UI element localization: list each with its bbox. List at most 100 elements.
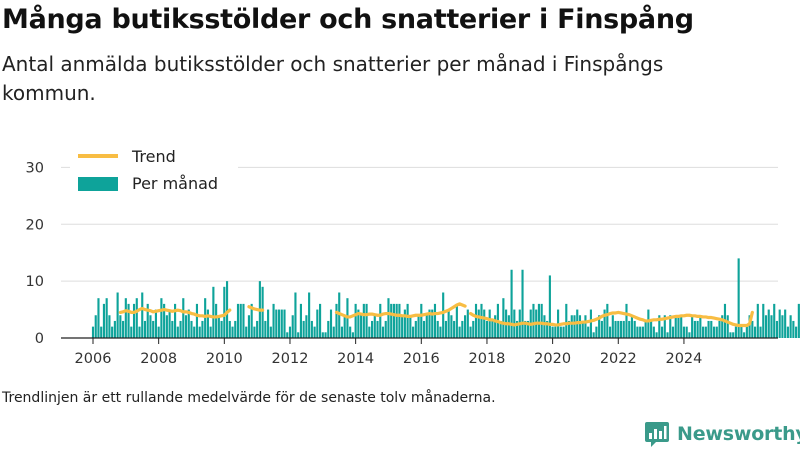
bar xyxy=(228,320,231,338)
bar xyxy=(376,320,379,338)
bar xyxy=(712,326,716,339)
bar xyxy=(589,309,592,338)
bar xyxy=(256,320,259,338)
bar xyxy=(515,320,519,338)
legend-trend-label: Trend xyxy=(131,147,176,166)
chart-subtitle: Antal anmälda butiksstölder och snatteri… xyxy=(2,52,664,105)
bar xyxy=(696,320,699,338)
bar xyxy=(461,320,464,338)
bar xyxy=(502,298,505,338)
bar xyxy=(327,320,330,338)
bar xyxy=(288,326,292,339)
bar xyxy=(754,326,757,339)
bar xyxy=(163,303,166,339)
bar xyxy=(247,315,251,338)
bar xyxy=(573,315,576,338)
bar xyxy=(702,326,705,339)
bar xyxy=(94,315,97,338)
bar xyxy=(450,315,453,338)
bar xyxy=(324,332,327,338)
bar xyxy=(680,315,683,338)
bar xyxy=(748,315,751,338)
x-tick-label: 2012 xyxy=(272,351,309,367)
bar xyxy=(663,315,666,338)
bar xyxy=(182,298,185,338)
bar xyxy=(190,320,193,338)
bar xyxy=(138,326,141,339)
bar xyxy=(617,320,620,338)
bar xyxy=(521,269,524,338)
bar xyxy=(764,315,768,338)
newsworthy-logo[interactable]: Newsworthy xyxy=(644,419,800,449)
bar xyxy=(351,332,354,338)
bar xyxy=(146,303,149,339)
bar xyxy=(294,292,297,338)
y-tick-label: 0 xyxy=(35,331,44,347)
bar xyxy=(195,303,199,339)
bar-chart-logo-icon xyxy=(645,422,669,447)
bar xyxy=(682,326,685,339)
bar xyxy=(403,309,406,338)
bar xyxy=(187,309,190,338)
bar xyxy=(193,326,196,339)
bar xyxy=(392,303,395,339)
bar xyxy=(507,315,510,338)
bar xyxy=(674,315,677,338)
x-tick-label: 2008 xyxy=(140,351,177,367)
bar xyxy=(132,303,136,339)
bar xyxy=(297,332,300,338)
bar xyxy=(97,298,100,338)
bar xyxy=(759,326,762,339)
bar xyxy=(280,309,283,338)
bar xyxy=(537,303,540,339)
bar xyxy=(283,309,286,338)
bar xyxy=(433,303,437,339)
bar xyxy=(395,303,398,339)
bar xyxy=(242,303,245,339)
bar xyxy=(721,315,724,338)
bar xyxy=(472,320,475,338)
bar xyxy=(236,303,240,339)
bar xyxy=(567,320,571,338)
bar xyxy=(409,315,412,338)
bar xyxy=(770,315,773,338)
bar xyxy=(474,303,478,339)
bar xyxy=(784,309,787,338)
bar xyxy=(628,320,631,338)
trend-line-segment xyxy=(247,305,265,312)
bar xyxy=(198,326,201,339)
bar xyxy=(543,315,546,338)
bar xyxy=(436,320,439,338)
bar xyxy=(444,320,447,338)
bar xyxy=(174,303,177,339)
bar xyxy=(775,320,779,338)
bar xyxy=(277,309,281,338)
bar xyxy=(611,315,614,338)
x-axis: 2006 2008 2010 2012 2014 2016 2018 2020 2022 2024 xyxy=(61,337,778,367)
trend-line-segment xyxy=(118,306,232,319)
bar xyxy=(113,320,116,338)
bar xyxy=(184,315,188,338)
bar xyxy=(554,326,557,339)
y-tick-label: 20 xyxy=(26,217,44,233)
bar xyxy=(789,315,792,338)
bar xyxy=(693,320,696,338)
bar xyxy=(499,320,502,338)
bar xyxy=(154,309,157,338)
bar xyxy=(751,320,754,338)
bar xyxy=(466,309,469,338)
legend-bar-label: Per månad xyxy=(132,174,218,193)
bar xyxy=(420,303,423,339)
bar xyxy=(319,303,322,339)
bar xyxy=(743,332,746,338)
bar xyxy=(540,303,543,339)
bar xyxy=(390,303,393,339)
bar xyxy=(795,326,798,339)
bar xyxy=(587,326,590,339)
bar xyxy=(275,309,278,338)
legend-background xyxy=(70,143,238,205)
bar xyxy=(488,309,491,338)
bar xyxy=(729,332,732,338)
bar xyxy=(250,303,253,339)
bar xyxy=(655,332,658,338)
